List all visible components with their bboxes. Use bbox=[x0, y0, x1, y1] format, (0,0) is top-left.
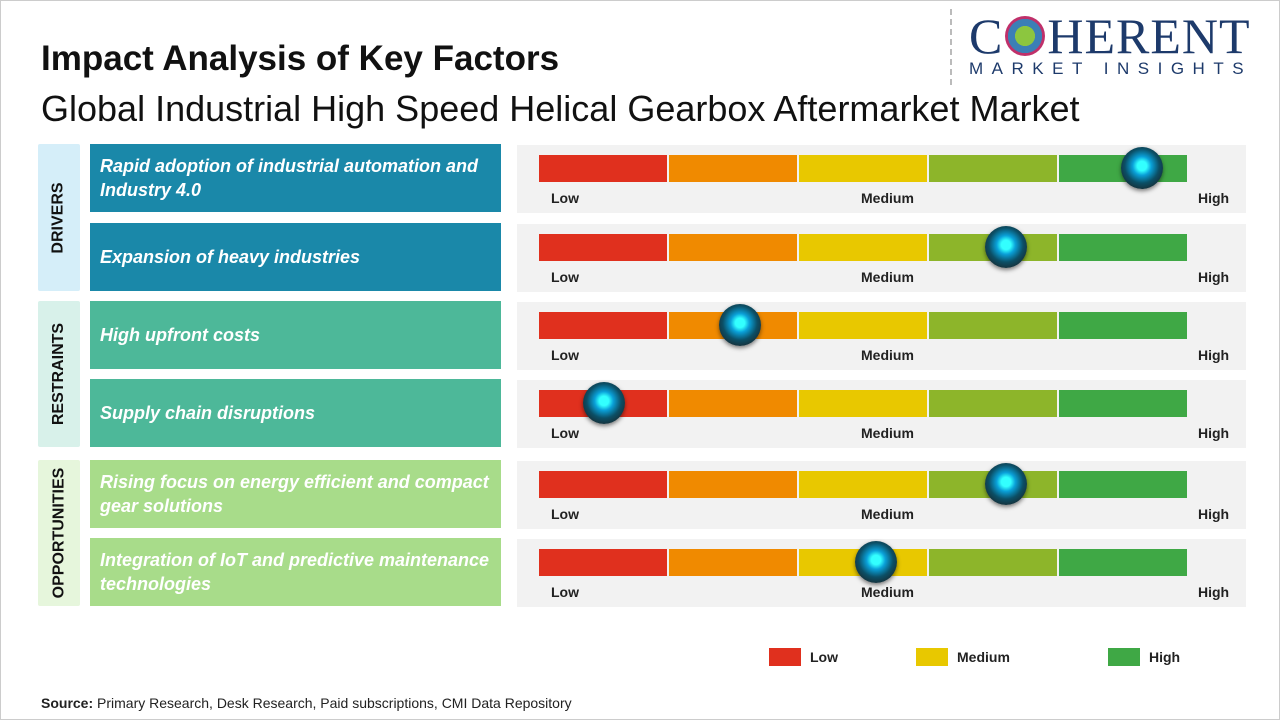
gauge-segment bbox=[669, 549, 797, 576]
gauge-segment bbox=[539, 312, 667, 339]
scale-medium-label: Medium bbox=[861, 506, 914, 522]
gauge-segment bbox=[669, 390, 797, 417]
impact-marker bbox=[718, 304, 761, 346]
scale-high-label: High bbox=[1198, 584, 1230, 600]
impact-marker bbox=[984, 463, 1027, 505]
divider bbox=[950, 9, 952, 85]
gauge-segment bbox=[1059, 549, 1187, 576]
category-opportunities: OPPORTUNITIES bbox=[38, 460, 80, 606]
legend-swatch bbox=[769, 648, 801, 666]
gauge-segment bbox=[539, 471, 667, 498]
gauge-segment bbox=[929, 155, 1057, 182]
gauge-segment bbox=[1059, 471, 1187, 498]
scale-low-label: Low bbox=[551, 269, 579, 285]
scale-low-label: Low bbox=[551, 347, 579, 363]
scale-low-label: Low bbox=[551, 190, 579, 206]
source-note: Source: Primary Research, Desk Research,… bbox=[41, 695, 572, 711]
legend-item: Medium bbox=[916, 648, 1010, 666]
globe-icon bbox=[1005, 16, 1046, 56]
gauge-segment bbox=[1059, 390, 1187, 417]
gauge-segment bbox=[929, 312, 1057, 339]
factor-label: Supply chain disruptions bbox=[90, 379, 501, 447]
gauge-segment bbox=[1059, 312, 1187, 339]
impact-gauge: Low Medium High bbox=[517, 145, 1246, 213]
category-drivers: DRIVERS bbox=[38, 144, 80, 291]
scale-low-label: Low bbox=[551, 425, 579, 441]
impact-marker bbox=[1120, 147, 1163, 189]
scale-medium-label: Medium bbox=[861, 347, 914, 363]
category-restraints: RESTRAINTS bbox=[38, 301, 80, 447]
factor-label: High upfront costs bbox=[90, 301, 501, 369]
gauge-segment bbox=[799, 155, 927, 182]
scale-medium-label: Medium bbox=[861, 425, 914, 441]
gauge-segment bbox=[669, 234, 797, 261]
scale-medium-label: Medium bbox=[861, 584, 914, 600]
gauge-segment bbox=[799, 312, 927, 339]
impact-gauge: Low Medium High bbox=[517, 461, 1246, 529]
factor-label: Rising focus on energy efficient and com… bbox=[90, 460, 501, 528]
gauge-segment bbox=[539, 155, 667, 182]
scale-high-label: High bbox=[1198, 269, 1230, 285]
legend-item: Low bbox=[769, 648, 838, 666]
impact-gauge: Low Medium High bbox=[517, 380, 1246, 448]
scale-medium-label: Medium bbox=[861, 269, 914, 285]
factor-label: Rapid adoption of industrial automation … bbox=[90, 144, 501, 212]
impact-gauge: Low Medium High bbox=[517, 302, 1246, 370]
legend-swatch bbox=[916, 648, 948, 666]
gauge-segment bbox=[799, 390, 927, 417]
legend-item: High bbox=[1108, 648, 1180, 666]
logo: C HERENT MARKET INSIGHTS bbox=[969, 11, 1261, 79]
gauge-segment bbox=[539, 549, 667, 576]
gauge-segment bbox=[539, 234, 667, 261]
gauge-segment bbox=[669, 471, 797, 498]
impact-gauge: Low Medium High bbox=[517, 539, 1246, 607]
gauge-segment bbox=[1059, 234, 1187, 261]
factor-label: Expansion of heavy industries bbox=[90, 223, 501, 291]
scale-low-label: Low bbox=[551, 584, 579, 600]
impact-gauge: Low Medium High bbox=[517, 224, 1246, 292]
gauge-segment bbox=[929, 390, 1057, 417]
scale-high-label: High bbox=[1198, 190, 1230, 206]
scale-medium-label: Medium bbox=[861, 190, 914, 206]
gauge-segment bbox=[799, 234, 927, 261]
gauge-segment bbox=[929, 549, 1057, 576]
scale-high-label: High bbox=[1198, 425, 1230, 441]
factor-label: Integration of IoT and predictive mainte… bbox=[90, 538, 501, 606]
page-title: Impact Analysis of Key Factors bbox=[41, 39, 560, 78]
scale-high-label: High bbox=[1198, 347, 1230, 363]
impact-marker bbox=[854, 541, 897, 583]
logo-tagline: MARKET INSIGHTS bbox=[969, 59, 1253, 78]
impact-marker bbox=[582, 382, 625, 424]
scale-low-label: Low bbox=[551, 506, 579, 522]
page-subtitle: Global Industrial High Speed Helical Gea… bbox=[41, 88, 1080, 129]
gauge-segment bbox=[669, 155, 797, 182]
legend-swatch bbox=[1108, 648, 1140, 666]
scale-high-label: High bbox=[1198, 506, 1230, 522]
gauge-segment bbox=[799, 471, 927, 498]
impact-marker bbox=[984, 226, 1027, 268]
